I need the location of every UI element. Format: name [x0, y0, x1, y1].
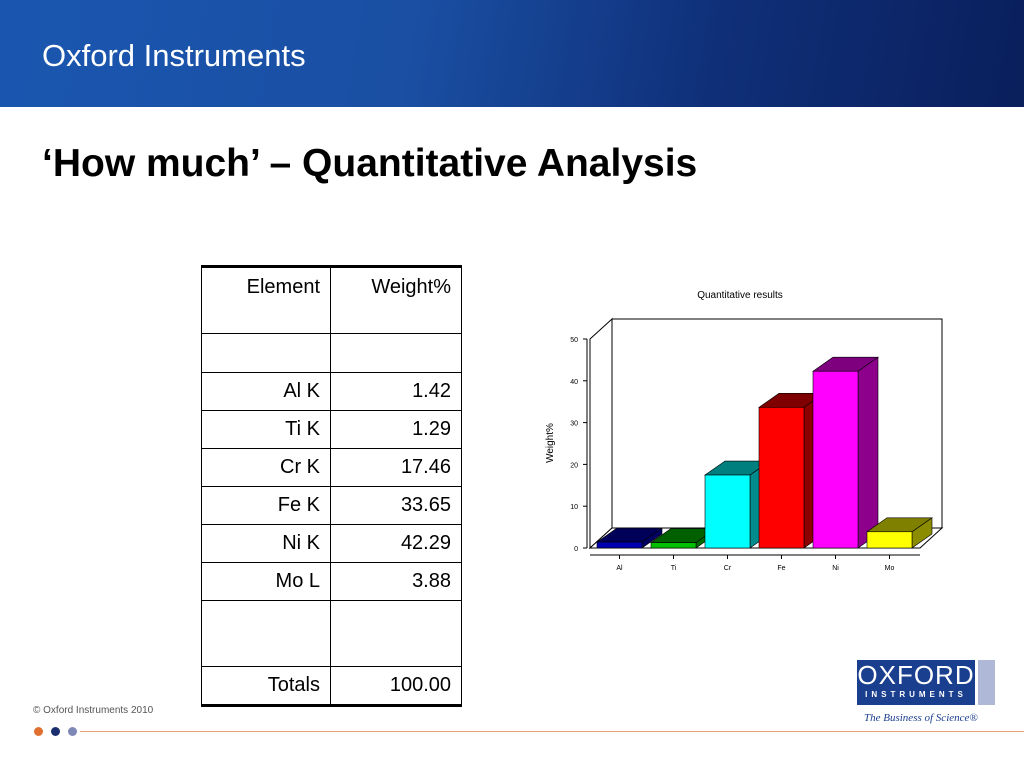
- x-tick-label: Cr: [724, 565, 732, 572]
- table-cell: Ti K: [201, 410, 331, 449]
- y-tick-label: 50: [570, 337, 578, 344]
- table-row: Mo L 3.88: [201, 562, 462, 601]
- bar-side: [857, 356, 879, 549]
- table-cell: 42.29: [330, 524, 462, 563]
- table-cell: 1.29: [330, 410, 462, 449]
- bar: [812, 370, 859, 549]
- bar: [650, 542, 697, 549]
- table-cell: Weight%: [330, 265, 462, 334]
- table-row: Ti K 1.29: [201, 410, 462, 449]
- table-cell: [330, 600, 462, 667]
- copyright: © Oxford Instruments 2010: [33, 705, 154, 716]
- table-cell: Totals: [201, 666, 331, 707]
- y-tick-label: 20: [570, 462, 578, 469]
- table-cell: Element: [201, 265, 331, 334]
- bar: [596, 541, 643, 549]
- logo-bar: [978, 660, 995, 705]
- chart-title: Quantitative results: [697, 290, 783, 301]
- header-band: Oxford Instruments: [0, 0, 1024, 107]
- x-tick-label: Ti: [671, 565, 677, 572]
- table-row: Element Weight%: [201, 265, 462, 334]
- x-tick-label: Fe: [777, 565, 785, 572]
- footer-rule: [80, 731, 1024, 732]
- slide-title: ‘How much’ – Quantitative Analysis: [42, 142, 698, 185]
- table-cell: 1.42: [330, 372, 462, 411]
- table-cell: Cr K: [201, 448, 331, 487]
- table-cell: 3.88: [330, 562, 462, 601]
- table-row: Ni K 42.29: [201, 524, 462, 563]
- header-title: Oxford Instruments: [42, 38, 306, 73]
- logo-bottom: INSTRUMENTS: [865, 690, 967, 699]
- y-tick-label: 30: [570, 421, 578, 428]
- y-tick-label: 0: [574, 546, 578, 553]
- bar: [704, 474, 751, 549]
- y-axis-label: Weight%: [545, 423, 556, 463]
- logo-top: OXFORD: [857, 660, 975, 690]
- y-tick-label: 40: [570, 379, 578, 386]
- left-wall: [589, 317, 613, 550]
- table-row: Totals 100.00: [201, 666, 462, 707]
- table-row: Cr K 17.46: [201, 448, 462, 487]
- results-table: Element Weight% Al K 1.42 Ti K 1.29 Cr K 17.46 F…: [201, 265, 462, 707]
- logo: OXFORD INSTRUMENTS: [857, 660, 975, 705]
- y-tick-label: 10: [570, 504, 578, 511]
- table-cell: Ni K: [201, 524, 331, 563]
- tagline: The Business of Science®: [864, 712, 978, 724]
- bar: [758, 407, 805, 549]
- table-cell: Fe K: [201, 486, 331, 525]
- table-cell: Mo L: [201, 562, 331, 601]
- bar: [866, 531, 913, 549]
- table-cell: 100.00: [330, 666, 462, 707]
- dots: [34, 727, 84, 737]
- x-tick-label: Ni: [832, 565, 839, 572]
- x-tick-label: Al: [616, 565, 623, 572]
- table-cell: [201, 600, 331, 667]
- x-tick-label: Mo: [885, 565, 895, 572]
- table-row: [201, 600, 462, 667]
